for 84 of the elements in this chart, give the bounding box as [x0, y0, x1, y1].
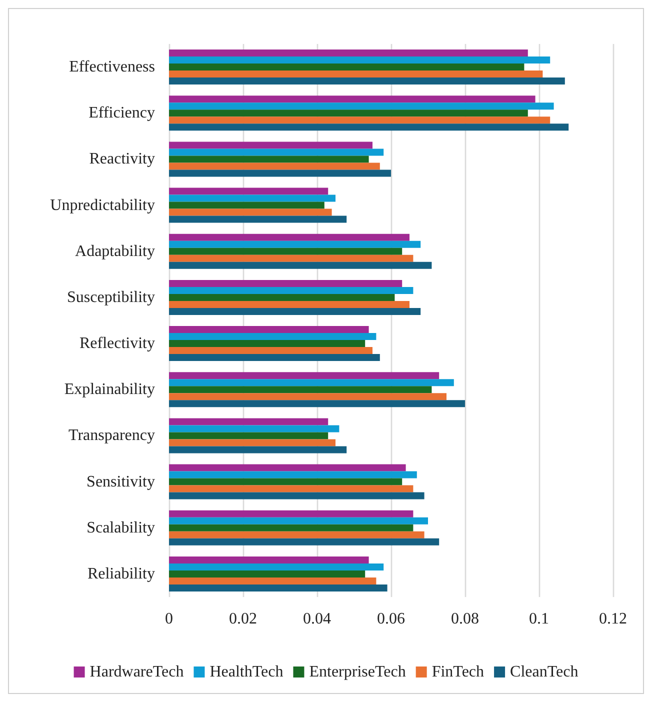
bar	[169, 577, 376, 584]
bar	[169, 188, 328, 195]
bar	[169, 563, 384, 570]
bar	[169, 538, 440, 546]
bar	[169, 308, 421, 315]
bar	[169, 492, 424, 500]
y-tick-label: Effectiveness	[69, 58, 155, 76]
bar	[169, 439, 336, 446]
bar	[169, 248, 402, 255]
bar	[169, 240, 421, 248]
y-tick-label: Transparency	[68, 427, 155, 444]
bar	[169, 354, 380, 362]
bar	[169, 300, 410, 308]
bar	[169, 510, 414, 518]
bar	[169, 418, 328, 426]
legend-label: HealthTech	[210, 664, 284, 680]
y-tick-label: Reflectivity	[79, 335, 155, 352]
bar	[169, 148, 384, 156]
bar	[169, 78, 565, 85]
bar	[169, 102, 554, 110]
bar	[169, 432, 328, 440]
bar	[169, 400, 465, 408]
y-tick-label: Explainability	[64, 381, 155, 398]
bar	[169, 202, 324, 209]
y-tick-label: Reliability	[87, 565, 155, 582]
y-tick-label: Susceptibility	[67, 288, 155, 306]
bar	[169, 464, 406, 472]
bar	[169, 531, 424, 538]
bar	[169, 372, 440, 380]
bar	[169, 234, 410, 241]
y-tick-label: Adaptability	[75, 242, 155, 260]
bar	[169, 340, 366, 348]
bar	[169, 216, 347, 223]
bar	[169, 425, 340, 432]
legend-label: CleanTech	[510, 664, 578, 680]
bar	[169, 280, 402, 287]
bar	[169, 446, 347, 454]
legend-label: EnterpriseTech	[309, 664, 406, 680]
bar	[169, 110, 528, 117]
bar	[169, 556, 369, 564]
bar	[169, 96, 536, 103]
bar	[169, 294, 395, 301]
bar	[169, 156, 369, 163]
bar	[169, 254, 414, 262]
bar	[169, 517, 428, 524]
y-tick-label: Scalability	[86, 519, 155, 536]
x-tick-label: 0.12	[599, 610, 627, 628]
bar	[169, 333, 376, 340]
bar	[169, 471, 417, 478]
bar	[169, 386, 432, 394]
x-tick-label: 0.06	[377, 610, 405, 628]
bar	[169, 194, 336, 202]
bar	[169, 64, 524, 71]
bar	[169, 162, 380, 170]
bar	[169, 286, 414, 294]
x-tick-label: 0.1	[529, 610, 549, 628]
bar	[169, 584, 388, 592]
bar	[169, 524, 414, 532]
bar	[169, 208, 332, 216]
x-tick-label: 0.02	[229, 610, 257, 628]
bar	[169, 485, 414, 492]
x-tick-label: 0.04	[303, 610, 331, 628]
bar	[169, 570, 366, 578]
bar	[169, 116, 550, 124]
legend-label: FinTech	[432, 664, 484, 680]
bar	[169, 478, 402, 486]
bar	[169, 170, 391, 177]
bar	[169, 56, 550, 64]
bar	[169, 70, 543, 78]
bar	[169, 124, 569, 131]
bar	[169, 262, 432, 269]
bar	[169, 50, 528, 57]
y-tick-label: Reactivity	[89, 150, 155, 168]
x-tick-label: 0	[165, 610, 173, 628]
x-tick-label: 0.08	[451, 610, 479, 628]
y-tick-label: Efficiency	[88, 104, 155, 122]
bar	[169, 379, 454, 386]
y-tick-label: Unpredictability	[50, 196, 155, 214]
bar	[169, 393, 446, 400]
legend-label: HardwareTech	[90, 664, 184, 680]
bar	[169, 142, 372, 149]
bar	[169, 347, 372, 354]
y-tick-label: Sensitivity	[86, 473, 155, 490]
bar	[169, 326, 369, 334]
